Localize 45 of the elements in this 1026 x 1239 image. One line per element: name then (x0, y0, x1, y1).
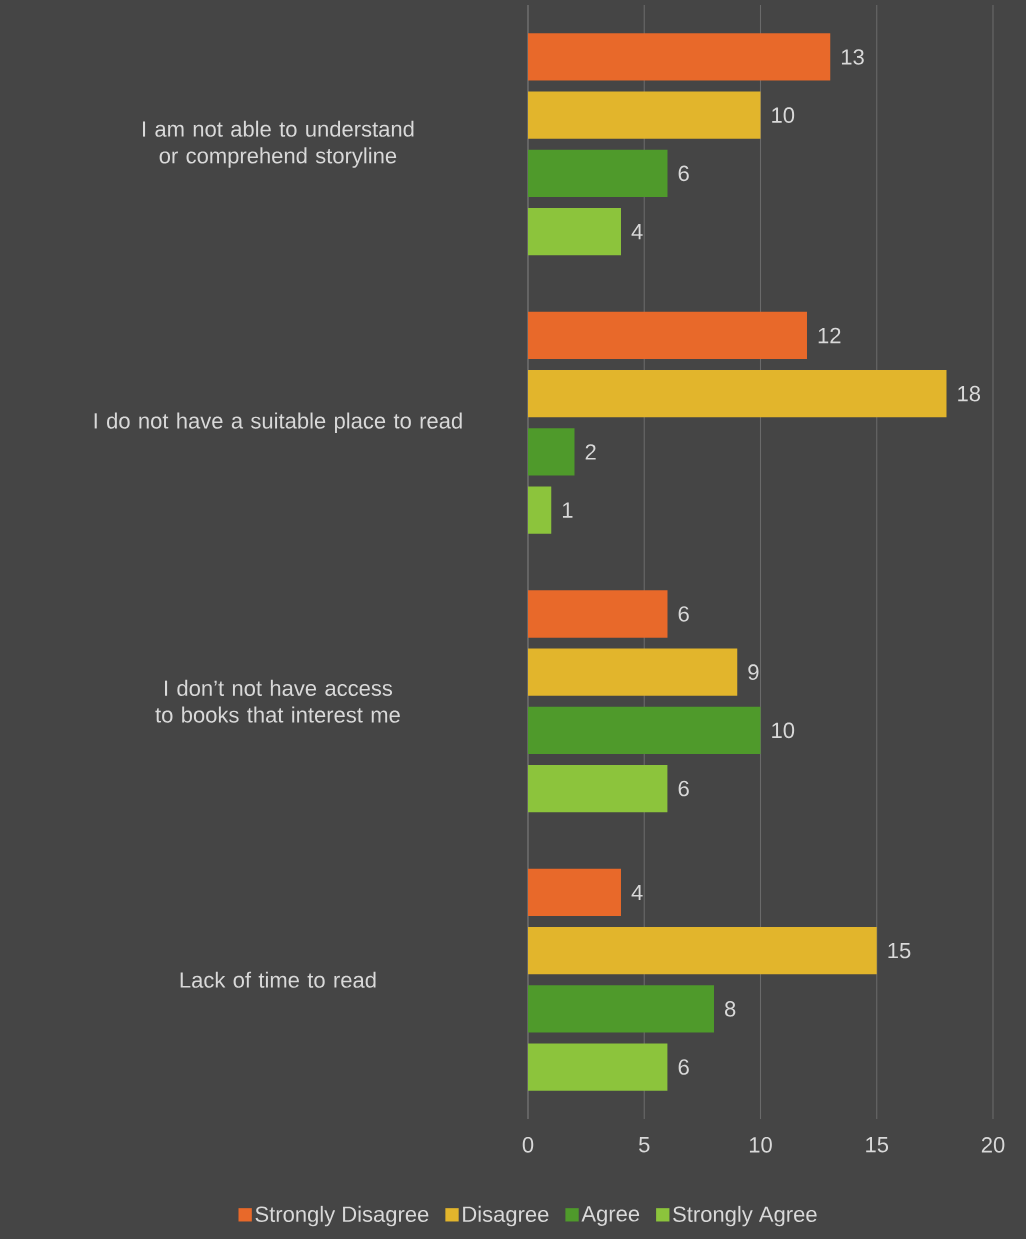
legend-label: Agree (581, 1206, 640, 1226)
bar (528, 590, 668, 638)
x-tick-label: 10 (749, 1137, 772, 1153)
bar (528, 985, 714, 1033)
y-tick-label: I am not able to understand or comprehend storyline (143, 120, 414, 168)
x-tick-label: 5 (639, 1137, 650, 1153)
bar (528, 648, 738, 696)
bar (528, 486, 552, 534)
data-label: 10 (772, 722, 795, 739)
x-tick-label: 20 (981, 1137, 1005, 1153)
y-tick-label: I do not have a suitable place to read (94, 412, 462, 434)
data-label: 10 (772, 107, 795, 123)
data-label: 12 (818, 327, 841, 344)
bar (528, 369, 947, 418)
legend-label: Strongly Agree (673, 1205, 817, 1227)
y-tick-label: I don’t not have access to books that interest me (155, 679, 400, 723)
bar (528, 149, 668, 198)
data-label: 1 (562, 502, 573, 518)
y-tick-label: Lack of time to read (180, 971, 376, 988)
bar (528, 1043, 668, 1091)
x-tick-label: 15 (866, 1137, 889, 1153)
data-label: 6 (678, 606, 689, 622)
bar (528, 926, 877, 975)
bar (528, 91, 761, 139)
bar (528, 33, 831, 81)
bar (528, 311, 807, 360)
data-label: 8 (725, 1001, 736, 1017)
data-label: 9 (748, 664, 759, 680)
data-label: 6 (678, 165, 689, 182)
data-label: 6 (678, 1059, 689, 1075)
data-label: 18 (958, 385, 981, 402)
x-tick-label: 0 (522, 1137, 534, 1153)
data-label: 2 (585, 444, 596, 460)
legend-label: Disagree (463, 1205, 549, 1227)
bar (528, 764, 668, 813)
data-label: 13 (841, 49, 864, 65)
data-label: 4 (631, 224, 643, 240)
bar (528, 706, 761, 755)
bar (528, 868, 621, 917)
data-label: 6 (678, 780, 689, 797)
bar (528, 207, 621, 256)
data-label: 4 (631, 884, 643, 901)
data-label: 15 (888, 942, 911, 959)
legend-label: Strongly Disagree (255, 1205, 429, 1227)
bar (528, 428, 575, 476)
